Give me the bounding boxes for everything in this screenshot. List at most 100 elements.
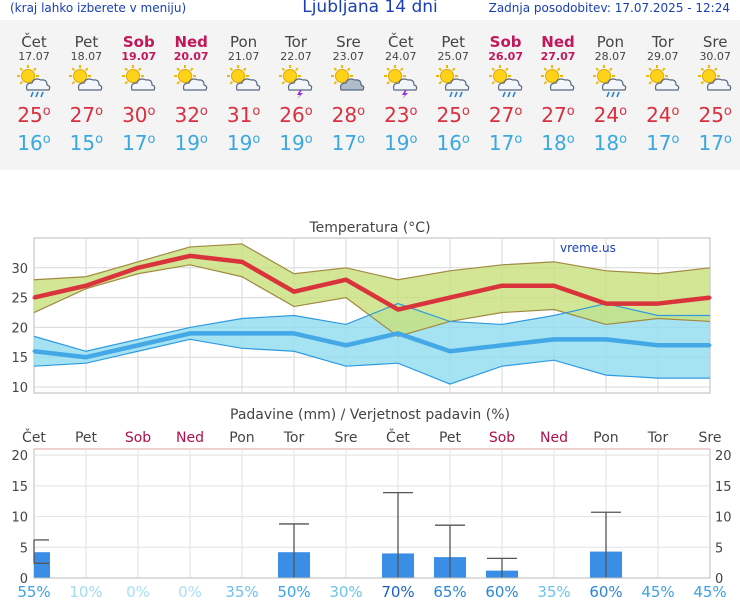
precip-probability: 55%	[17, 583, 50, 600]
max-temp: 28o	[331, 103, 366, 127]
day-date: 17.07	[18, 50, 50, 63]
sun-cloud-icon	[121, 65, 156, 91]
day-date: 28.07	[594, 50, 627, 63]
min-temp-point	[448, 349, 452, 353]
day-date: 26.07	[488, 50, 523, 63]
y-tick-label-right: 0	[715, 572, 723, 587]
precip-probability: 30%	[329, 583, 362, 600]
min-temp: 15o	[69, 131, 104, 155]
y-tick-label-left: 15	[11, 480, 28, 495]
min-temp: 16o	[17, 131, 51, 155]
max-temp: 27o	[69, 103, 104, 127]
max-temp-point	[656, 302, 660, 306]
y-tick-label: 30	[11, 262, 28, 277]
sun-cloud-icon	[645, 65, 680, 91]
max-temp-point	[188, 254, 192, 258]
day-column: Sre 23.07 28o 17o	[322, 20, 374, 170]
y-tick-label-right: 5	[715, 541, 723, 556]
min-temp-point	[188, 331, 192, 335]
precip-probability: 45%	[693, 583, 726, 600]
sun-cloud-heavy-icon	[331, 65, 365, 91]
max-temp: 24o	[593, 103, 628, 127]
day-axis-label: Ned	[540, 430, 568, 446]
day-column: Pon 28.07 24o 18o	[584, 20, 636, 170]
min-band-upper-edge	[33, 302, 710, 352]
max-temp: 24o	[646, 103, 680, 127]
sun-cloud-icon	[174, 65, 208, 91]
y-tick-label: 10	[11, 381, 28, 396]
last-update: Zadnja posodobitev: 17.07.2025 - 12:24	[488, 1, 730, 15]
y-tick-label: 25	[11, 292, 28, 307]
day-axis-label: Čet	[22, 428, 46, 446]
sun-cloud-icon	[226, 65, 260, 91]
min-temp-point	[32, 349, 36, 353]
day-column: Pet 18.07 27o 15o	[60, 20, 112, 170]
min-temp: 19o	[279, 131, 313, 155]
min-temp: 18o	[593, 131, 628, 155]
day-axis-label: Sob	[489, 430, 515, 446]
day-name: Ned	[174, 33, 208, 51]
sun-cloud-rain-icon	[488, 65, 522, 98]
max-band-upper-edge	[33, 243, 711, 281]
max-band-lower-edge	[33, 264, 711, 338]
day-date: 27.07	[540, 50, 576, 63]
day-name: Tor	[651, 33, 674, 51]
day-column: Čet 17.07 25o 16o	[8, 20, 60, 170]
precip-bar	[34, 552, 50, 578]
day-axis-label: Tor	[283, 430, 305, 446]
max-temp-band	[34, 243, 710, 337]
day-date: 23.07	[332, 50, 365, 63]
sun-cloud-icon	[69, 65, 103, 91]
daily-forecast-strip: Čet 17.07 25o 16o Pet 18.07 27o 15o Sob 19.07 30o 1…	[0, 20, 740, 170]
day-column: Sob 26.07 27o 17o	[480, 20, 532, 170]
day-date: 19.07	[121, 50, 157, 63]
precipitation-chart: Padavine (mm) / Verjetnost padavin (%) Če…	[11, 407, 731, 600]
day-column: Sre 30.07 25o 17o	[689, 20, 740, 170]
y-tick-label-left: 20	[11, 449, 28, 464]
max-temp: 31o	[226, 103, 261, 127]
max-temp-point	[500, 284, 504, 288]
max-temp: 26o	[279, 103, 313, 127]
min-temp-point	[344, 343, 348, 347]
day-name: Pon	[596, 33, 624, 51]
precip-probability: 50%	[277, 583, 310, 600]
day-name: Pon	[229, 33, 258, 51]
max-temp-point	[344, 278, 348, 282]
min-temp-point	[500, 343, 504, 347]
sun-cloud-icon	[698, 65, 732, 91]
day-date: 24.07	[385, 50, 417, 63]
min-temp-point	[292, 331, 296, 335]
max-temp-point	[552, 284, 556, 288]
day-axis-label: Pet	[75, 430, 98, 446]
min-temp: 17o	[646, 131, 680, 155]
day-name: Pet	[441, 33, 465, 51]
day-name: Pet	[74, 33, 99, 51]
max-temp-point	[136, 266, 140, 270]
precip-probability: 70%	[381, 583, 414, 600]
precip-probability: 35%	[225, 583, 258, 600]
day-date: 30.07	[699, 50, 731, 63]
temperature-title: Temperatura (°C)	[308, 220, 430, 236]
min-temp-point	[604, 337, 608, 341]
precip-probability: 45%	[641, 583, 674, 600]
day-axis-label: Pet	[439, 430, 462, 446]
max-temp-point	[84, 284, 88, 288]
max-temp-point	[448, 296, 452, 300]
y-tick-label-left: 10	[11, 511, 28, 526]
day-column: Sob 19.07 30o 17o	[113, 20, 165, 170]
day-date: 20.07	[173, 50, 209, 63]
min-temp-point	[708, 343, 712, 347]
sun-cloud-storm-icon	[279, 65, 313, 99]
max-temp-point	[396, 308, 400, 312]
day-axis-label: Sob	[125, 430, 151, 446]
day-column: Tor 29.07 24o 17o	[637, 20, 689, 170]
day-column: Ned 20.07 32o 19o	[165, 20, 217, 170]
day-name: Sob	[122, 33, 155, 51]
min-temp-point	[396, 331, 400, 335]
max-temp: 27o	[488, 103, 523, 127]
sun-cloud-icon	[541, 65, 575, 91]
max-temp: 25o	[436, 103, 470, 127]
min-temp: 19o	[226, 131, 261, 155]
max-temp: 32o	[174, 103, 208, 127]
sun-cloud-rain-icon	[436, 65, 470, 98]
